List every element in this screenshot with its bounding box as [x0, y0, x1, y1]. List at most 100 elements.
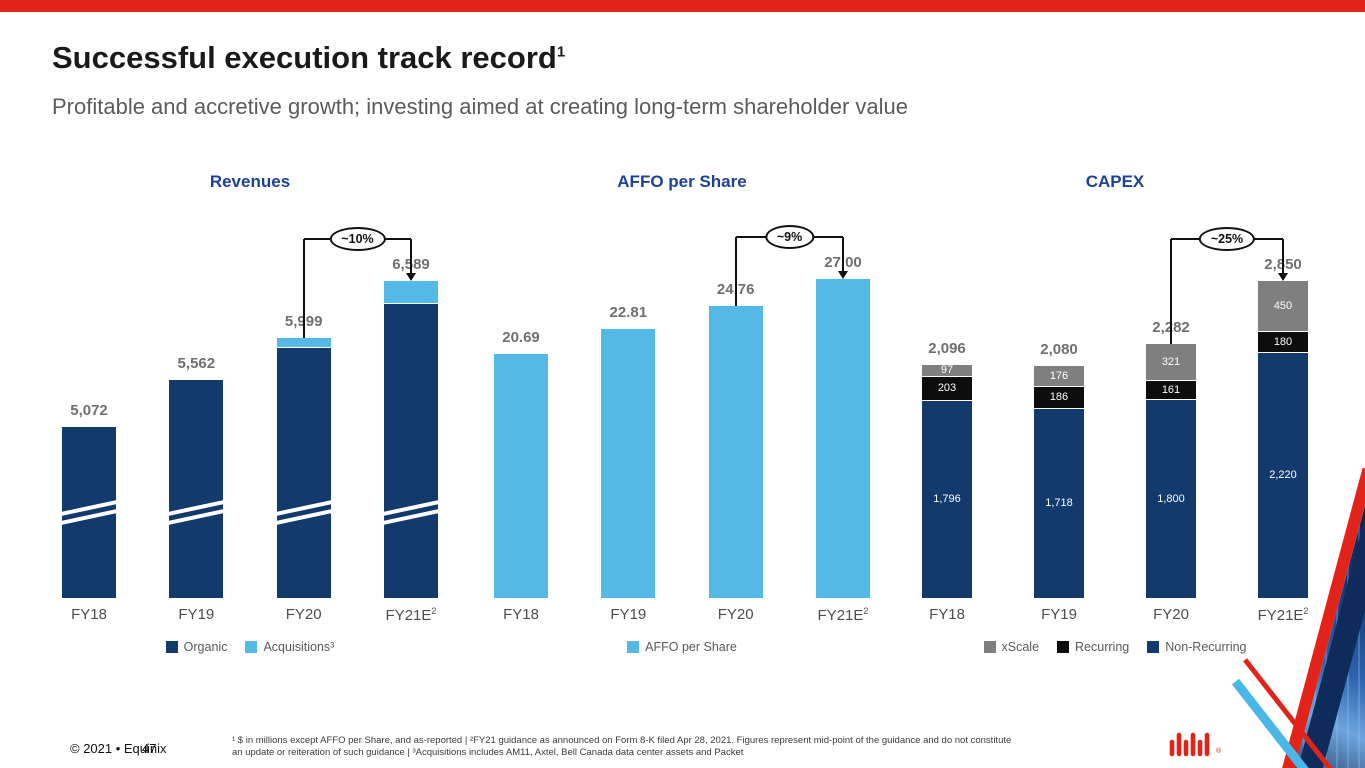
legend-label: Non-Recurring — [1165, 640, 1247, 654]
category-label: FY19 — [1041, 606, 1077, 623]
legend-item: AFFO per Share — [627, 640, 737, 654]
bar-segment — [494, 354, 548, 598]
bar-column: 24.76FY20 — [708, 281, 763, 623]
registered-mark: ® — [1216, 748, 1222, 755]
legend-swatch — [245, 641, 258, 653]
bar-segment: 97 — [922, 365, 972, 377]
total-value-label: 2,080 — [1040, 341, 1078, 358]
bar-column: 5,999FY20 — [271, 313, 336, 623]
growth-percentage-badge: ~9% — [764, 225, 815, 249]
plot-area-revenues: 5,072 FY18 5,562 FY19 5,999FY20 6,589FY21E2 ~… — [40, 210, 460, 624]
legend-item: Non-Recurring — [1147, 640, 1247, 654]
bar-column: 176 186 1,718 2,080 FY19 — [1034, 341, 1084, 623]
footnote: ¹ $ in millions except AFFO per Share, a… — [232, 735, 1177, 760]
growth-arrow-line — [1282, 239, 1284, 274]
copyright-text: © 2021 • Equinix — [70, 741, 167, 756]
segment-value-label: 186 — [1049, 391, 1069, 403]
legend-label: Recurring — [1075, 640, 1130, 654]
chart-title-affo: AFFO per Share — [617, 172, 747, 191]
legend-label: AFFO per Share — [645, 640, 737, 654]
bar-segment — [276, 348, 331, 598]
page-title-footnote-ref: 1 — [556, 43, 566, 61]
bar-stack — [708, 306, 763, 598]
legend-item: Organic — [165, 640, 228, 654]
growth-arrow-line — [842, 237, 844, 272]
segment-value-label: 1,718 — [1045, 497, 1073, 509]
legend-swatch — [627, 641, 640, 653]
chart-affo: AFFO per Share 20.69 FY18 22.81 FY19 24.76FY… — [472, 172, 892, 654]
bar-segment: 186 — [1034, 387, 1084, 409]
corner-graphic — [1215, 448, 1365, 768]
legend-swatch — [1057, 641, 1070, 653]
bar-segment: 176 — [1034, 366, 1084, 387]
growth-arrowhead — [1278, 273, 1288, 281]
bar-stack — [815, 279, 870, 598]
growth-arrow-line — [410, 239, 412, 274]
bars-row: 97 203 1,796 2,096 FY18 176 186 1,718 2,080 FY19 3… — [900, 210, 1330, 624]
bar-stack — [494, 354, 548, 598]
category-label: FY20 — [1153, 606, 1189, 623]
plot-area-capex: 97 203 1,796 2,096 FY18 176 186 1,718 2,080 FY19 3… — [900, 210, 1330, 624]
bar-column: 22.81 FY19 — [601, 304, 656, 623]
legend-label: Acquisitions³ — [263, 640, 335, 654]
bar-stack: 176 186 1,718 — [1034, 366, 1084, 598]
chart-revenues: Revenues 5,072 FY18 5,562 FY19 5,999FY20 6,58… — [40, 172, 460, 654]
growth-arrowhead — [406, 273, 416, 281]
legend-swatch — [165, 641, 178, 653]
category-label: FY21E2 — [385, 606, 437, 624]
category-label: FY21E2 — [1257, 606, 1309, 624]
chart-title-capex: CAPEX — [1085, 172, 1145, 191]
bar-column: 97 203 1,796 2,096 FY18 — [922, 340, 972, 623]
segment-value-label: 161 — [1161, 383, 1181, 396]
segment-value-label: 450 — [1273, 299, 1293, 312]
category-label: FY19 — [178, 606, 215, 623]
legend-item: Acquisitions³ — [245, 640, 334, 654]
bar-segment: 180 — [1258, 332, 1308, 353]
segment-value-label: 1,800 — [1157, 492, 1185, 505]
category-label: FY21E2 — [817, 606, 869, 624]
category-footnote-ref: 2 — [1303, 606, 1309, 616]
bar-segment — [383, 281, 438, 304]
bar-segment: 2,220 — [1258, 353, 1308, 598]
bar-segment — [383, 304, 438, 598]
bars-row: 5,072 FY18 5,562 FY19 5,999FY20 6,589FY21E2 — [40, 210, 460, 624]
total-value-label: 5,072 — [70, 402, 108, 419]
bar-stack: 450 180 2,220 — [1258, 281, 1308, 598]
legend-item: Recurring — [1057, 640, 1129, 654]
segment-value-label: 2,220 — [1269, 469, 1297, 481]
page-title-text: Successful execution track record — [52, 40, 557, 75]
bar-stack — [276, 338, 331, 598]
bar-segment — [601, 329, 656, 598]
total-value-label: 22.81 — [609, 304, 648, 321]
page-number: 47 — [142, 741, 157, 756]
segment-value-label: 1,796 — [933, 493, 961, 505]
segment-value-label: 203 — [937, 382, 957, 394]
segment-value-label: 321 — [1161, 355, 1181, 368]
bar-stack: 97 203 1,796 — [922, 365, 972, 598]
category-footnote-ref: 2 — [431, 606, 437, 616]
category-label: FY20 — [717, 606, 754, 623]
footnote-line-2: an update or reiteration of such guidanc… — [232, 747, 744, 759]
page-title: Successful execution track record1 — [52, 40, 565, 76]
chart-title-revenues: Revenues — [209, 172, 291, 191]
bar-segment — [815, 279, 870, 598]
bar-segment: 450 — [1258, 281, 1308, 332]
page-subtitle: Profitable and accretive growth; investi… — [52, 94, 909, 119]
category-label: FY20 — [285, 606, 322, 623]
category-label: FY18 — [503, 606, 539, 623]
legend-label: xScale — [1001, 640, 1040, 654]
legend-label: Organic — [183, 640, 228, 654]
bar-segment: 203 — [922, 377, 972, 401]
bar-column: 6,589FY21E2 — [379, 256, 443, 624]
legend-capex: xScale Recurring Non-Recurring — [900, 640, 1330, 654]
bar-segment — [169, 380, 224, 598]
legend-item: xScale — [983, 640, 1040, 654]
equinix-logo — [1169, 732, 1210, 757]
total-value-label: 2,096 — [928, 340, 966, 357]
growth-bracket-line — [303, 239, 305, 338]
bar-segment — [708, 306, 763, 598]
bar-column: 20.69 FY18 — [494, 329, 548, 623]
